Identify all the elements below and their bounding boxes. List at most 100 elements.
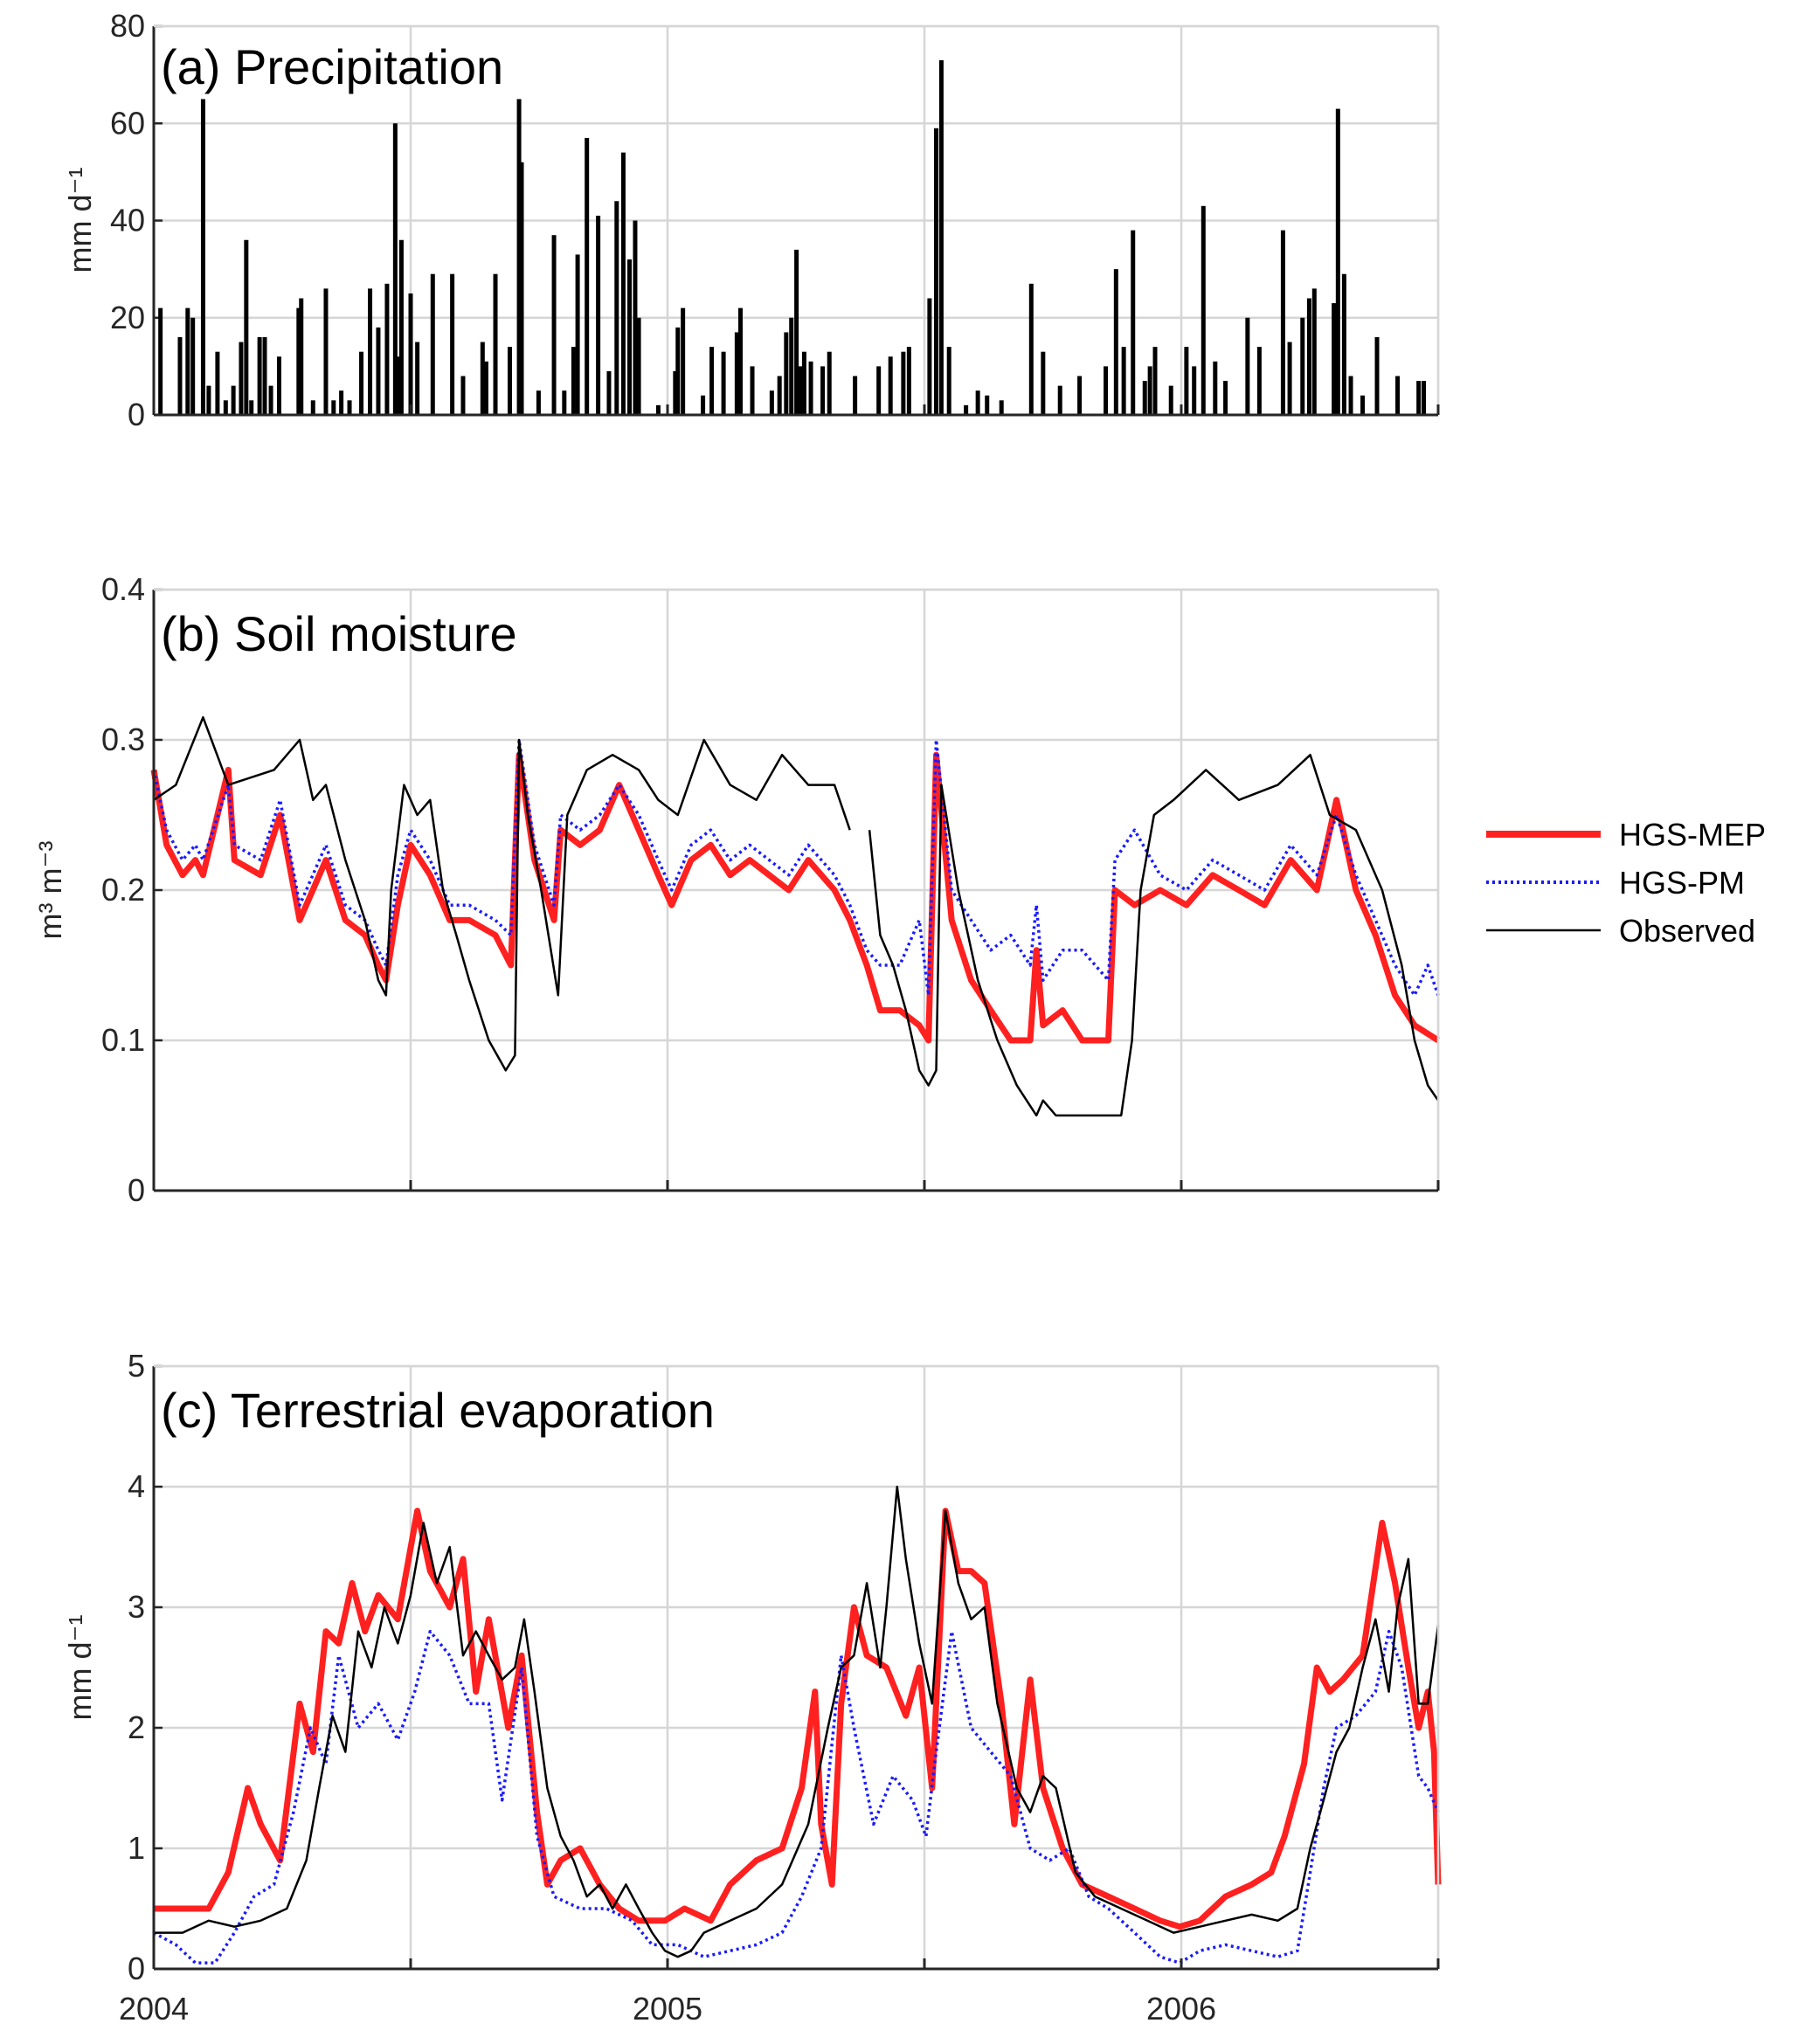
- precip-bar: [519, 162, 524, 415]
- precip-bar: [1147, 366, 1152, 415]
- precip-bar: [347, 400, 352, 415]
- precip-bar: [777, 376, 782, 415]
- precip-bar: [734, 332, 739, 415]
- y-tick-label: 0.1: [101, 1022, 145, 1058]
- precip-bar: [359, 351, 364, 415]
- precip-bar: [1306, 298, 1311, 415]
- y-tick-label: 0.2: [101, 872, 145, 908]
- precip-bar: [681, 307, 686, 415]
- precip-bar: [801, 351, 806, 415]
- precip-bar: [794, 249, 799, 415]
- precip-bar: [784, 332, 789, 415]
- precip-bar: [709, 347, 715, 415]
- precip-bar: [999, 400, 1004, 415]
- precip-bar: [408, 293, 413, 415]
- precip-bar: [571, 347, 576, 415]
- precip-bar: [1113, 269, 1118, 415]
- precip-bar: [1121, 347, 1126, 415]
- precip-bar: [906, 347, 911, 415]
- precip-bar: [1360, 395, 1366, 415]
- y-tick-label: 20: [110, 300, 145, 335]
- precip-bar: [551, 235, 557, 415]
- precip-bar: [938, 59, 944, 415]
- precip-bar: [1245, 317, 1250, 415]
- legend-label-hgs-pm: HGS-PM: [1619, 865, 1745, 901]
- precip-bar: [614, 201, 619, 415]
- series-line-hgs-pm: [152, 738, 1440, 998]
- precip-bar: [493, 273, 498, 415]
- y-tick-label: 40: [110, 203, 145, 238]
- precip-bar: [450, 273, 455, 415]
- y-tick-label: 0: [128, 1172, 145, 1208]
- precip-bar: [1223, 381, 1228, 415]
- precip-bar: [415, 342, 420, 415]
- precip-bar: [596, 215, 601, 415]
- precip-bar: [1192, 366, 1197, 415]
- series-line-observed: [153, 715, 1440, 1117]
- legend-label-hgs-mep: HGS-MEP: [1619, 817, 1766, 853]
- panel-title: (b) Soil moisture: [161, 606, 517, 661]
- precip-bar: [721, 351, 726, 415]
- precip-bar: [1422, 381, 1427, 415]
- y-tick-label: 0: [128, 397, 145, 432]
- precip-bar: [398, 239, 404, 415]
- precip-bar: [789, 317, 794, 415]
- precip-bar: [737, 307, 743, 415]
- precip-bar: [262, 337, 267, 415]
- precip-bar: [268, 385, 273, 415]
- series-line-hgs-mep: [154, 1508, 1442, 1930]
- precip-bar: [575, 254, 580, 415]
- precip-bar: [750, 366, 755, 415]
- precip-bar: [1287, 342, 1292, 415]
- precip-bar: [1213, 361, 1218, 415]
- y-tick-label: 2: [128, 1709, 145, 1745]
- precip-bar: [239, 342, 244, 415]
- precip-bar: [820, 366, 826, 415]
- precip-bar: [1348, 376, 1353, 415]
- y-axis-label: mm d⁻¹: [62, 1614, 98, 1720]
- precip-bar: [798, 366, 803, 415]
- precip-bar: [1184, 347, 1189, 415]
- precip-bar: [901, 351, 906, 415]
- precip-bar: [339, 390, 344, 415]
- legend: HGS-MEP HGS-PM Observed: [1486, 817, 1766, 949]
- y-tick-label: 5: [128, 1348, 145, 1384]
- precip-bar: [1152, 347, 1158, 415]
- precip-bar: [1395, 376, 1401, 415]
- panel-precipitation: (a) Precipitation mm d⁻¹ 0 20 40 60 80: [62, 8, 1440, 432]
- precip-bar: [585, 137, 590, 415]
- y-tick-label: 3: [128, 1589, 145, 1625]
- precip-bar: [606, 370, 612, 415]
- panel-soil-moisture: (b) Soil moisture m³ m⁻³ 0 0.1 0.2 0.3 0.4: [32, 571, 1440, 1208]
- precip-bar: [673, 370, 678, 415]
- precip-bar: [215, 351, 220, 415]
- precip-bar: [1028, 283, 1034, 415]
- precip-bar: [480, 342, 485, 415]
- precip-bar: [985, 395, 990, 415]
- precip-bar: [827, 351, 832, 415]
- precip-bar: [1341, 273, 1346, 415]
- precip-bar: [392, 123, 398, 415]
- panel-title: (a) Precipitation: [161, 39, 503, 94]
- precip-bar: [701, 395, 706, 415]
- x-tick-label: 2005: [633, 1991, 702, 2027]
- precip-bar: [1142, 381, 1147, 415]
- precip-bar: [1300, 317, 1305, 415]
- precip-bar: [1168, 385, 1173, 415]
- y-tick-label: 0.3: [101, 722, 145, 757]
- precip-bar: [769, 390, 774, 415]
- precip-bar: [655, 404, 661, 415]
- precip-bar: [1374, 337, 1380, 415]
- precip-bar: [158, 307, 163, 415]
- precip-bar: [200, 99, 205, 415]
- y-tick-label: 60: [110, 105, 145, 141]
- precip-bar: [395, 356, 400, 415]
- precip-bar: [1335, 108, 1340, 415]
- panel-title: (c) Terrestrial evaporation: [161, 1383, 715, 1438]
- panel-evaporation: (c) Terrestrial evaporation mm d⁻¹ 0 1 2 3 4…: [62, 1348, 1442, 2027]
- precip-bar: [626, 259, 632, 415]
- precip-bar: [636, 317, 641, 415]
- precip-bar: [483, 361, 488, 415]
- precip-bar: [276, 356, 281, 415]
- precip-bar: [888, 356, 893, 415]
